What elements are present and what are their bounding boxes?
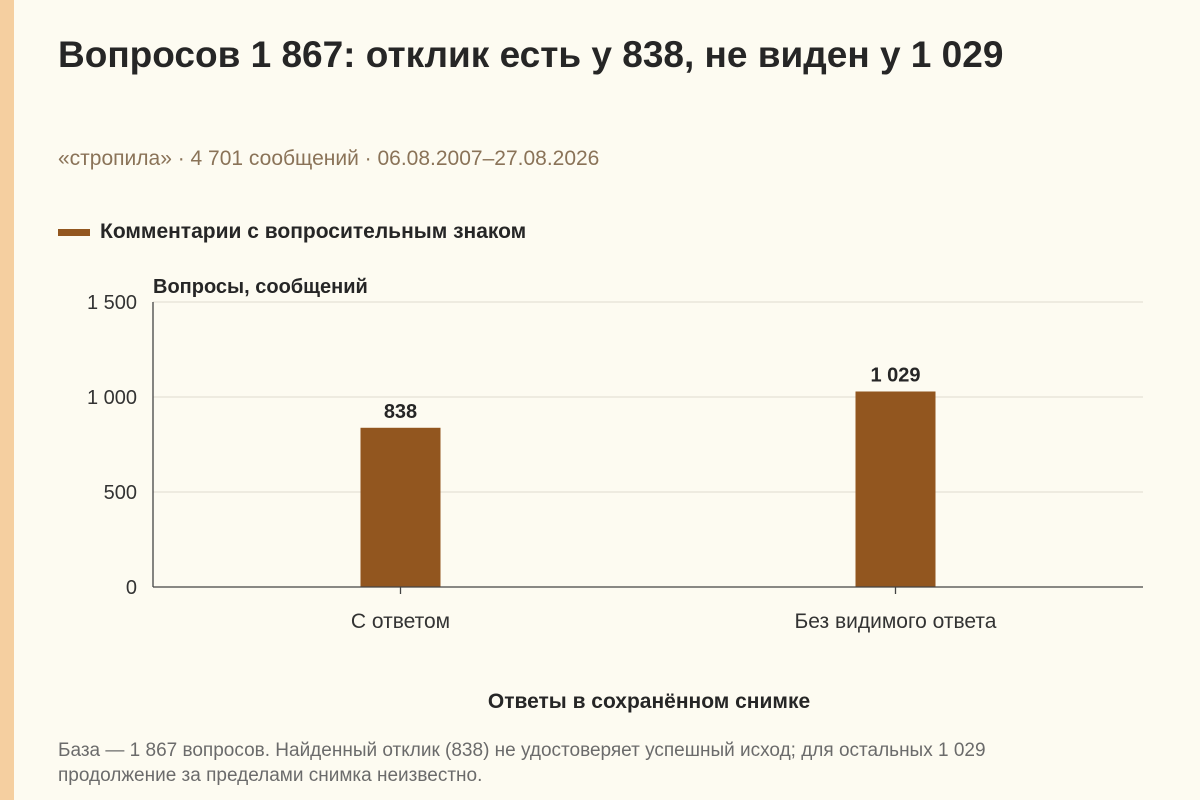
- legend-label: Комментарии с вопросительным знаком: [100, 220, 527, 243]
- chart-subtitle: «стропила» · 4 701 сообщений · 06.08.200…: [58, 147, 600, 170]
- x-tick-label: Без видимого ответа: [795, 610, 997, 633]
- chart-footnote: База — 1 867 вопросов. Найденный отклик …: [58, 740, 986, 786]
- y-tick-label: 1 500: [87, 292, 137, 314]
- y-tick-label: 500: [104, 482, 137, 504]
- bar-value-label: 1 029: [870, 364, 920, 386]
- y-tick-label: 0: [126, 577, 137, 599]
- bar-value-label: 838: [384, 401, 417, 423]
- bar: [855, 391, 936, 587]
- left-accent-stripe: [0, 0, 14, 800]
- page-title: Вопросов 1 867: отклик есть у 838, не ви…: [58, 34, 1004, 75]
- y-axis-label: Вопросы, сообщений: [153, 276, 368, 298]
- legend-swatch: [58, 228, 90, 236]
- x-axis-label: Ответы в сохранённом снимке: [488, 690, 810, 713]
- y-tick-label: 1 000: [87, 387, 137, 409]
- chart-legend: Комментарии с вопросительным знаком: [58, 220, 526, 244]
- bar: [360, 427, 441, 587]
- x-tick-label: С ответом: [351, 610, 450, 633]
